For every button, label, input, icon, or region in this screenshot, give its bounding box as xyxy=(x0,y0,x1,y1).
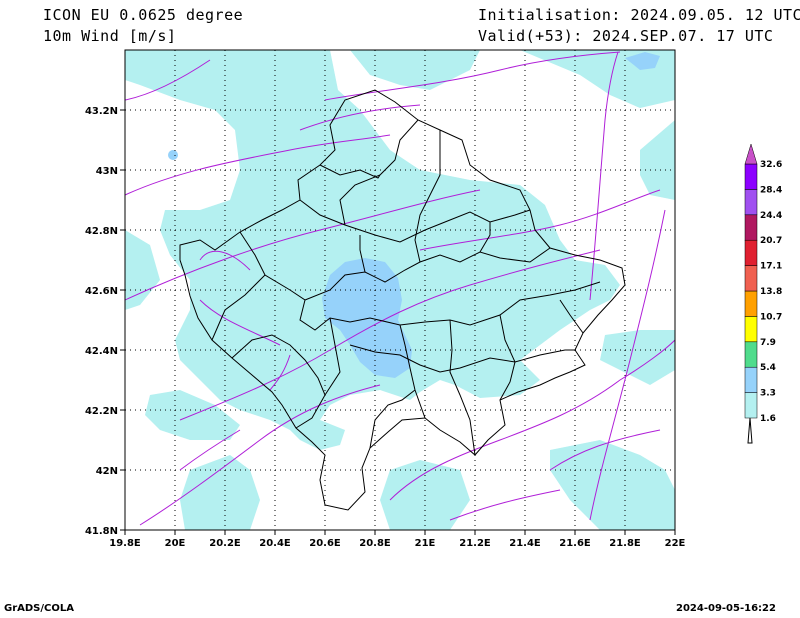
colorbar-label: 10.7 xyxy=(760,312,782,322)
colorbar-low-end xyxy=(747,417,753,444)
colorbar-label: 28.4 xyxy=(760,185,782,195)
lon-tick-label: 20.4E xyxy=(259,538,291,549)
country-boundaries xyxy=(179,89,626,511)
colorbar-swatch xyxy=(744,239,758,266)
lon-tick-label: 21.2E xyxy=(459,538,491,549)
lat-tick-label: 42.6N xyxy=(85,286,118,297)
lon-tick-label: 20.6E xyxy=(309,538,341,549)
valid-time: Valid(+53): 2024.SEP.07. 17 UTC xyxy=(478,27,774,45)
variable-title: 10m Wind [m/s] xyxy=(43,27,177,45)
axis-ticks xyxy=(120,109,676,535)
lon-tick-label: 20.2E xyxy=(209,538,241,549)
colorbar-swatch xyxy=(744,366,758,393)
colorbar-label: 3.3 xyxy=(760,389,776,399)
wind-streamlines xyxy=(125,51,675,526)
lat-tick-label: 42.2N xyxy=(85,406,118,417)
lon-tick-label: 21.4E xyxy=(509,538,541,549)
colorbar-high-end xyxy=(744,143,758,165)
lon-tick-label: 19.8E xyxy=(109,538,141,549)
lat-axis-labels: 43.2N 43N 42.8N 42.6N 42.4N 42.2N 42N 41… xyxy=(85,106,118,537)
lat-tick-label: 42N xyxy=(96,466,118,477)
colorbar-swatch xyxy=(744,265,758,292)
lat-tick-label: 43N xyxy=(96,166,118,177)
colorbar-labels: 1.6 3.3 5.4 7.9 10.7 13.8 17.1 20.7 24.4 28.4 32.6 xyxy=(760,160,782,424)
footer-software: GrADS/COLA xyxy=(4,603,74,614)
lat-tick-label: 43.2N xyxy=(85,106,118,117)
lat-lon-grid xyxy=(125,50,675,530)
lat-tick-label: 42.4N xyxy=(85,346,118,357)
init-time: Initialisation: 2024.09.05. 12 UTC xyxy=(478,6,800,24)
colorbar-label: 24.4 xyxy=(760,211,782,221)
colorbar-swatch xyxy=(744,392,758,419)
colorbar-swatch xyxy=(744,189,758,216)
footer-timestamp: 2024-09-05-16:22 xyxy=(676,603,776,614)
colorbar-label: 32.6 xyxy=(760,160,782,170)
lon-tick-label: 21E xyxy=(415,538,436,549)
colorbar-label: 5.4 xyxy=(760,363,776,373)
model-title: ICON EU 0.0625 degree xyxy=(43,6,244,24)
lon-tick-label: 20.8E xyxy=(359,538,391,549)
colorbar-label: 13.8 xyxy=(760,287,782,297)
lon-tick-label: 22E xyxy=(665,538,686,549)
colorbar-label: 17.1 xyxy=(760,262,782,272)
colorbar xyxy=(747,417,753,444)
colorbar-label: 1.6 xyxy=(760,414,776,424)
lon-axis-labels: 19.8E 20E 20.2E 20.4E 20.6E 20.8E 21E 21… xyxy=(109,538,685,549)
colorbar-swatch xyxy=(744,163,758,190)
lon-tick-label: 20E xyxy=(165,538,186,549)
colorbar-swatches xyxy=(744,143,758,419)
colorbar-swatch xyxy=(744,214,758,241)
colorbar-swatch xyxy=(744,341,758,368)
lat-tick-label: 41.8N xyxy=(85,526,118,537)
colorbar-swatch xyxy=(744,316,758,343)
lon-tick-label: 21.8E xyxy=(609,538,641,549)
lon-tick-label: 21.6E xyxy=(559,538,591,549)
lat-tick-label: 42.8N xyxy=(85,226,118,237)
colorbar-label: 7.9 xyxy=(760,338,776,348)
colorbar-swatch xyxy=(744,290,758,317)
wind-speed-shading xyxy=(125,50,675,530)
colorbar-label: 20.7 xyxy=(760,236,782,246)
